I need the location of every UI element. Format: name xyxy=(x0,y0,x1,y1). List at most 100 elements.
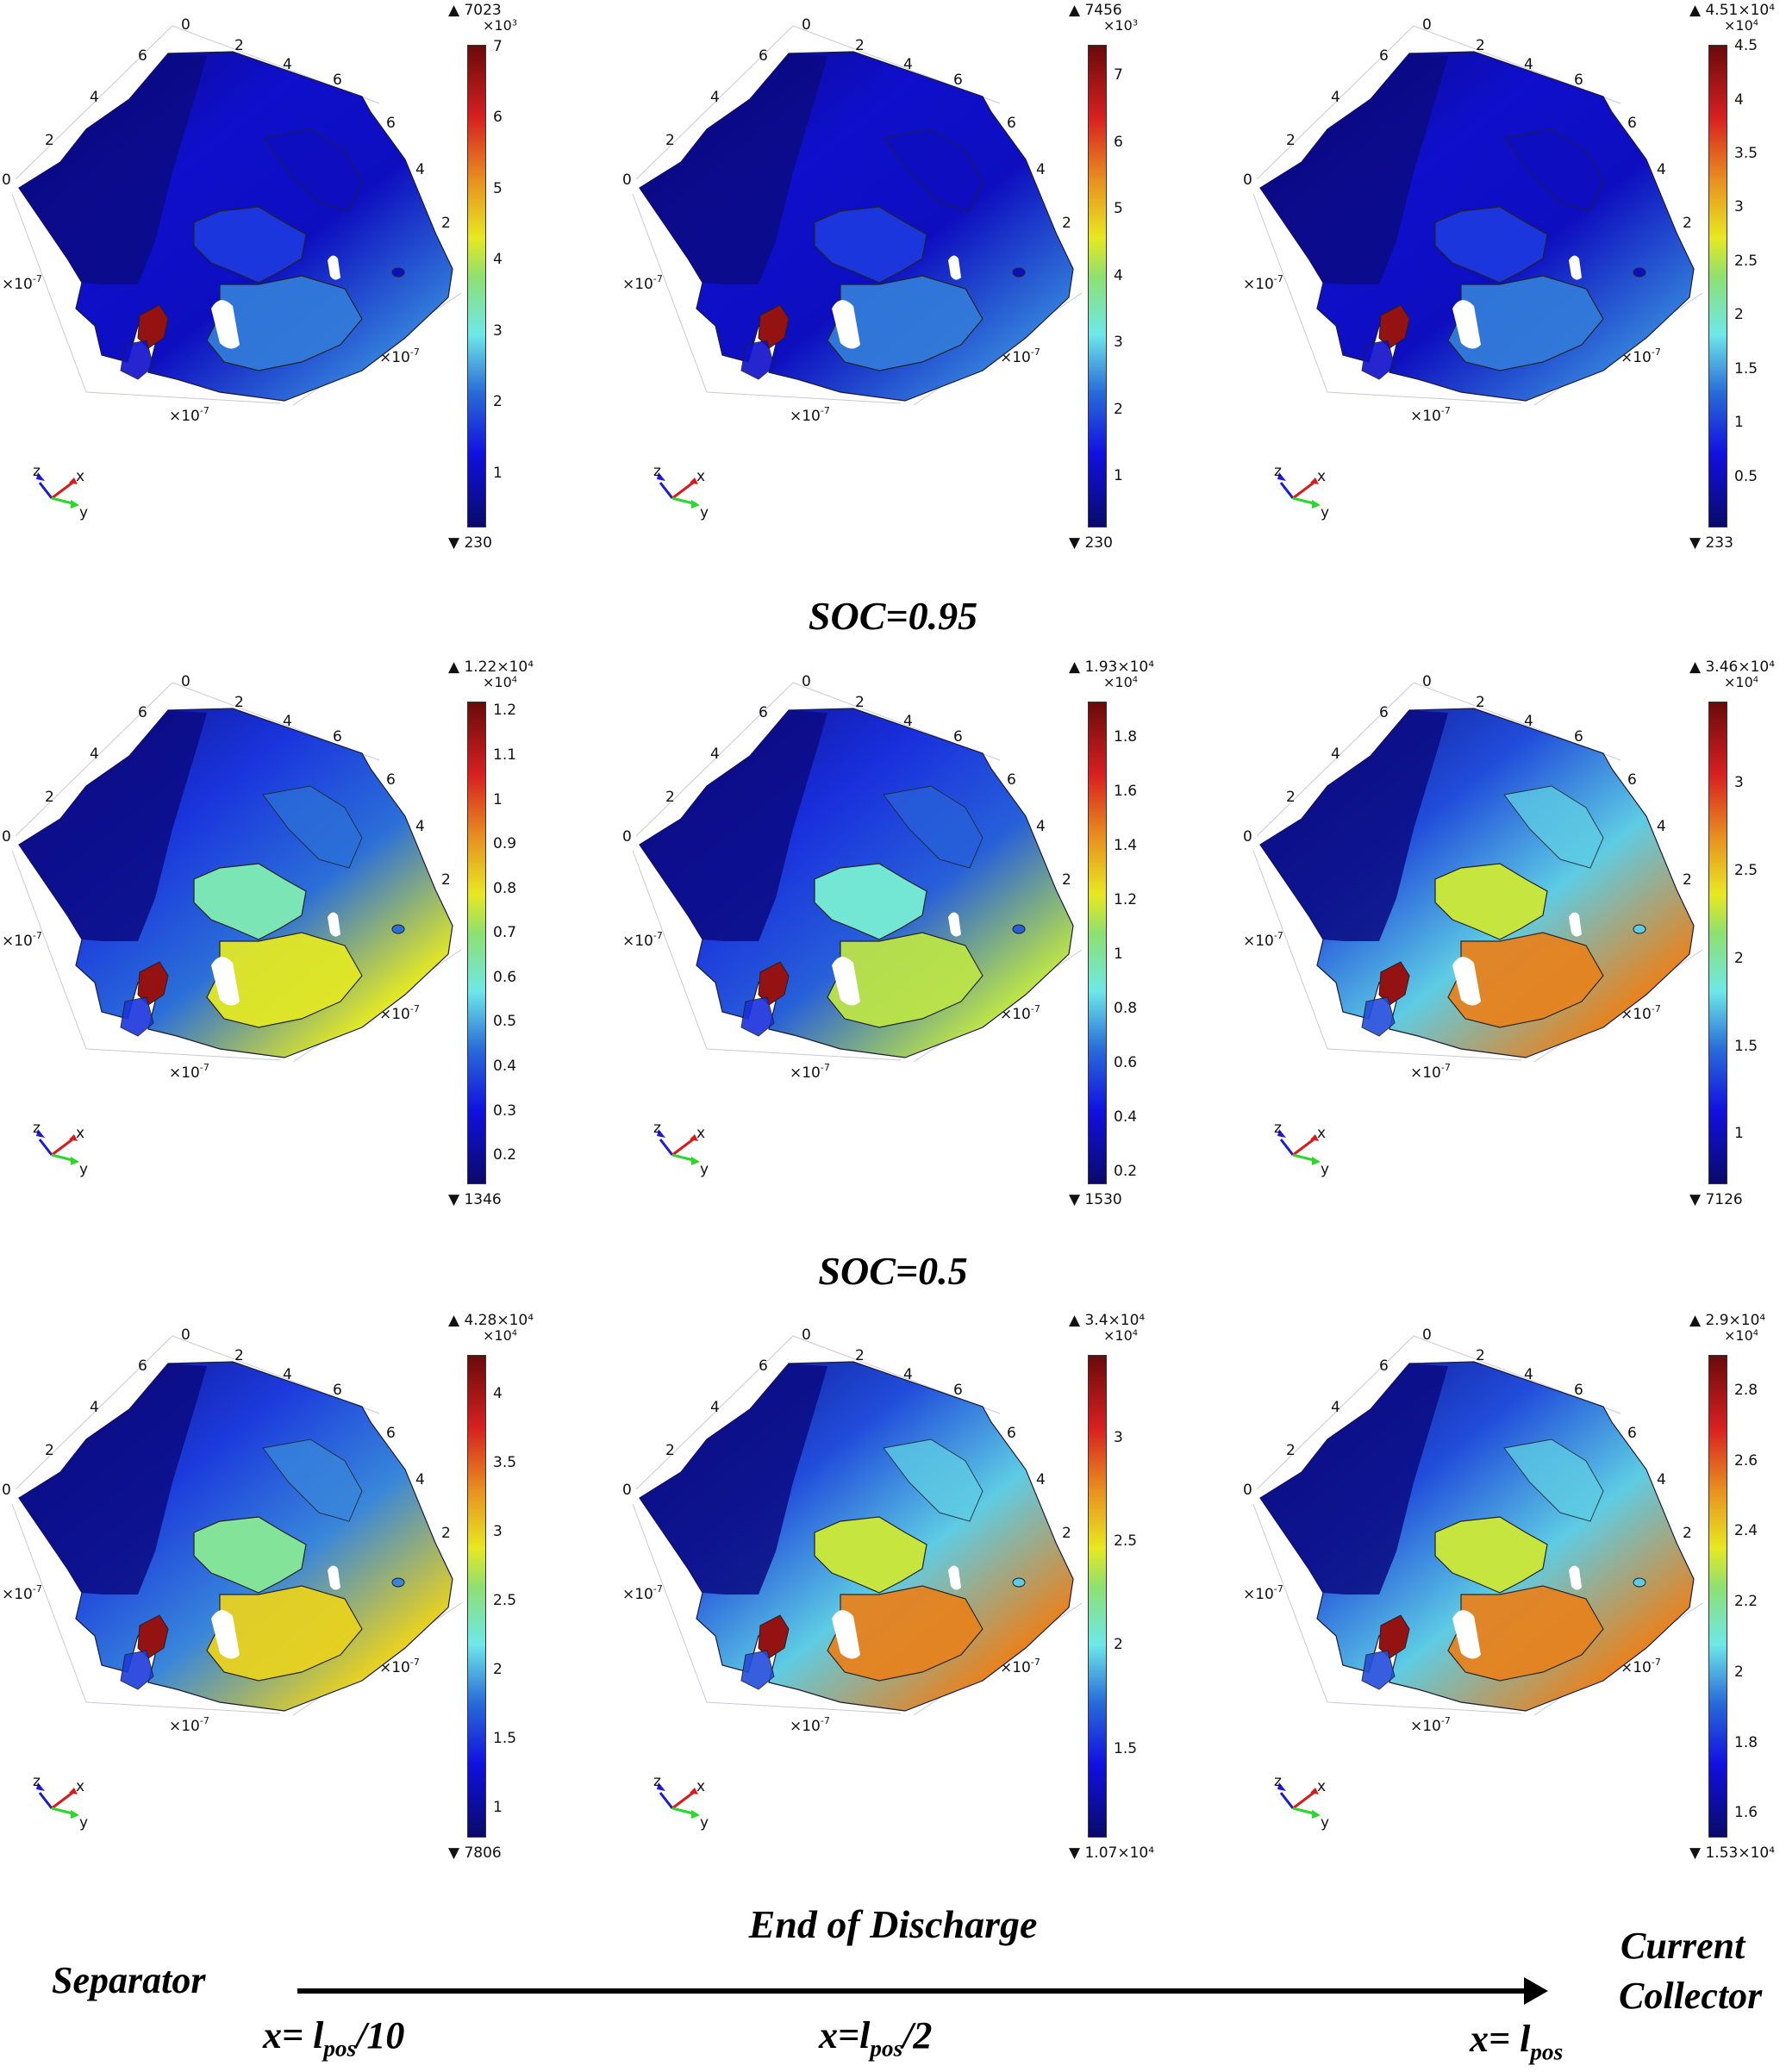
colorbar-multiplier: ×103 xyxy=(1103,17,1139,34)
colorbar-tick-label: 4 xyxy=(493,1384,503,1402)
colorbar-max-label: ▲ 1.22×10⁴ xyxy=(448,658,534,676)
plot-panel: 0 2 4 6 6 4 2 0 6 4 2 ×10-7 ×10-7 ×10-7 … xyxy=(1241,657,1786,1208)
svg-text:6: 6 xyxy=(333,1382,342,1399)
row-label-soc-05: SOC=0.5 xyxy=(818,1249,968,1293)
colorbar-tick-label: 5 xyxy=(493,179,503,197)
colorbar-tick-label: 1.8 xyxy=(1734,1733,1758,1751)
svg-text:×10-7: ×10-7 xyxy=(1000,1003,1040,1023)
svg-text:z: z xyxy=(33,1120,41,1137)
colorbar-ticks: 7 6 5 4 3 2 1 xyxy=(493,38,562,527)
pore-branch xyxy=(1434,1516,1548,1594)
svg-text:6: 6 xyxy=(953,1382,963,1399)
svg-text:×10-7: ×10-7 xyxy=(1243,273,1283,293)
colorbar-tick-label: 1.6 xyxy=(1734,1804,1758,1822)
svg-text:×10-7: ×10-7 xyxy=(622,930,663,950)
svg-text:z: z xyxy=(653,1120,661,1137)
svg-text:y: y xyxy=(79,1814,88,1832)
colorbar-tick-label: 2.5 xyxy=(1734,252,1758,270)
svg-text:4: 4 xyxy=(283,56,292,73)
svg-text:2: 2 xyxy=(234,694,244,711)
colorbar-gradient xyxy=(1088,45,1107,527)
plot-panel: 0 2 4 6 6 4 2 0 6 4 2 ×10-7 ×10-7 ×10-7 … xyxy=(1241,0,1786,552)
colorbar-min-label: ▼ 230 xyxy=(448,534,492,552)
colorbar-tick-label: 0.2 xyxy=(1114,1163,1138,1181)
colorbar-multiplier: ×104 xyxy=(1724,17,1759,34)
surface-plot: 0 2 4 6 6 4 2 0 6 4 2 ×10-7 ×10-7 ×10-7 … xyxy=(0,657,465,1208)
svg-text:y: y xyxy=(1321,1161,1329,1178)
svg-text:2: 2 xyxy=(1476,37,1485,54)
svg-text:×10-7: ×10-7 xyxy=(1621,1003,1661,1023)
colorbar: ▲ 1.22×10⁴ ×104 1.2 1.1 1 0.9 0.8 0.7 0.6 0.5 0.… xyxy=(448,657,578,1208)
svg-text:×10-7: ×10-7 xyxy=(169,1715,209,1735)
svg-text:4: 4 xyxy=(1524,56,1533,73)
svg-text:6: 6 xyxy=(386,1425,396,1442)
svg-text:2: 2 xyxy=(855,1347,865,1364)
svg-text:4: 4 xyxy=(1657,1471,1666,1488)
pore-branch xyxy=(1434,863,1548,940)
colorbar-tick-label: 2.5 xyxy=(493,1591,517,1609)
svg-text:x: x xyxy=(696,1125,705,1142)
svg-text:0: 0 xyxy=(2,1482,11,1499)
plot-panel: 0 2 4 6 6 4 2 0 6 4 2 ×10-7 ×10-7 ×10-7 … xyxy=(0,0,595,552)
colorbar-tick-label: 2 xyxy=(493,393,503,411)
current-label: Current xyxy=(1621,1925,1745,1967)
pore-branch xyxy=(814,1516,927,1594)
colorbar-ticks: 3 2.5 2 1.5 1 xyxy=(1734,702,1786,1184)
svg-text:y: y xyxy=(700,1814,709,1832)
colorbar-ticks: 7 6 5 4 3 2 1 xyxy=(1114,45,1183,527)
svg-text:y: y xyxy=(700,1161,709,1178)
pore-hole xyxy=(1452,957,1481,1006)
svg-text:0: 0 xyxy=(1243,1482,1252,1499)
svg-text:x: x xyxy=(1317,1125,1326,1142)
colorbar-gradient xyxy=(1088,702,1107,1184)
svg-text:×10-7: ×10-7 xyxy=(1410,1715,1451,1735)
colorbar-tick-label: 3 xyxy=(493,321,503,340)
svg-text:×10-7: ×10-7 xyxy=(2,273,42,293)
colorbar-tick-label: 0.6 xyxy=(1114,1054,1138,1072)
svg-text:6: 6 xyxy=(138,704,147,721)
colorbar-min-label: ▼ 230 xyxy=(1069,534,1113,552)
pore-branch xyxy=(193,863,307,940)
svg-text:4: 4 xyxy=(903,713,913,730)
svg-text:x: x xyxy=(76,1778,84,1795)
colorbar-min-label: ▼ 233 xyxy=(1689,534,1733,552)
svg-text:×10-7: ×10-7 xyxy=(622,273,663,293)
svg-text:0: 0 xyxy=(622,1482,632,1499)
axis-tick: 0 xyxy=(1422,673,1432,690)
3d-concentration-plot: 0 2 4 6 6 4 2 0 6 4 2 ×10-7 ×10-7 ×10-7 … xyxy=(2,673,462,1178)
pore-hole xyxy=(211,957,240,1006)
colorbar-tick-label: 2 xyxy=(1114,1636,1123,1654)
axis-triad-icon: z x y xyxy=(33,463,88,521)
colorbar: ▲ 3.4×10⁴ ×104 3 2.5 2 1.5 ▼ 1.07×10⁴ xyxy=(1069,1310,1198,1862)
colorbar-tick-label: 4 xyxy=(493,251,503,269)
svg-text:y: y xyxy=(1321,504,1329,521)
svg-text:x: x xyxy=(76,468,84,485)
position-label-tenth: x= lpos/10 xyxy=(263,2014,405,2062)
svg-text:2: 2 xyxy=(665,1442,675,1459)
collector-label: Collector xyxy=(1619,1975,1763,2017)
svg-text:z: z xyxy=(33,463,41,480)
svg-text:4: 4 xyxy=(415,1471,425,1488)
hot-region xyxy=(827,1585,984,1682)
colorbar-tick-label: 3.5 xyxy=(493,1453,517,1471)
svg-text:2: 2 xyxy=(1062,1525,1071,1542)
colorbar-tick-label: 1.6 xyxy=(1114,782,1138,800)
colorbar-ticks: 3 2.5 2 1.5 xyxy=(1114,1355,1183,1838)
axis-triad-icon: z x y xyxy=(1274,463,1329,521)
colorbar-tick-label: 1.8 xyxy=(1114,727,1138,746)
position-label-half: x=lpos/2 xyxy=(819,2014,933,2062)
row-label-end-of-discharge: End of Discharge xyxy=(748,1902,1038,1946)
colorbar-tick-label: 2 xyxy=(1114,400,1123,418)
plot-panel: 0 2 4 6 6 4 2 0 6 4 2 ×10-7 ×10-7 ×10-7 … xyxy=(1241,1310,1786,1862)
svg-text:2: 2 xyxy=(45,789,54,806)
svg-text:6: 6 xyxy=(1574,72,1583,89)
surface-plot: 0 2 4 6 6 4 2 0 6 4 2 ×10-7 ×10-7 ×10-7 … xyxy=(1241,1310,1707,1862)
svg-text:0: 0 xyxy=(622,828,632,846)
colorbar-tick-label: 1 xyxy=(1114,946,1123,964)
svg-text:4: 4 xyxy=(415,818,425,835)
svg-text:z: z xyxy=(653,1773,661,1790)
surface-plot: 0 2 4 6 6 4 2 0 6 4 2 ×10-7 ×10-7 ×10-7 … xyxy=(0,1310,465,1862)
colorbar-tick-label: 3 xyxy=(493,1522,503,1540)
svg-text:2: 2 xyxy=(441,215,451,232)
axis-tick: 0 xyxy=(802,16,811,34)
